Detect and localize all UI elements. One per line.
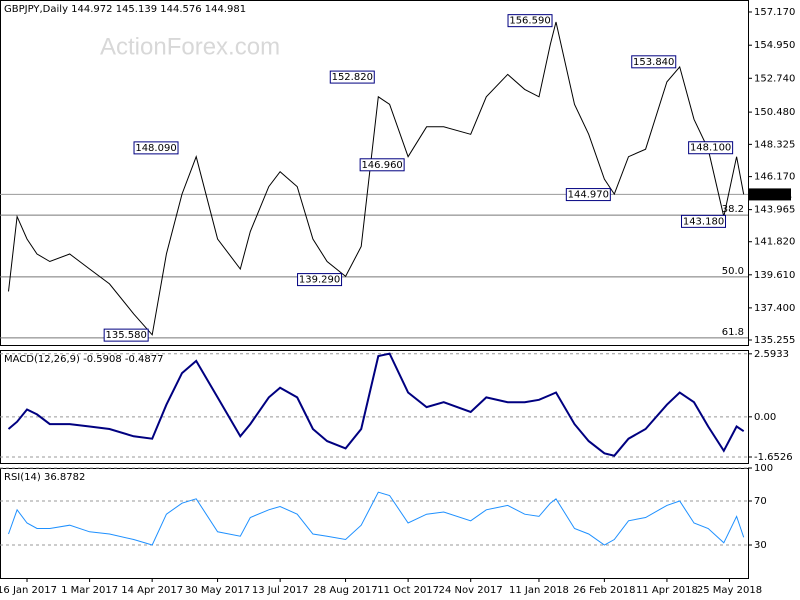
x-tick-label: 25 May 2018 <box>697 585 762 596</box>
annotation-box <box>103 328 149 342</box>
annotation-label: 156.590 <box>509 16 550 27</box>
x-tick-label: 13 Jul 2017 <box>252 585 309 596</box>
panel-title: MACD(12,26,9) -0.5908 -0.4877 <box>4 354 164 365</box>
x-tick-label: 16 Jan 2017 <box>0 585 57 596</box>
annotation-box <box>297 273 343 287</box>
fib-label: 38.2 <box>722 204 744 215</box>
y-tick-label: 157.170 <box>754 7 795 18</box>
annotation-label: 139.290 <box>299 275 340 286</box>
annotation-label: 153.840 <box>633 57 674 68</box>
fib-label: 61.8 <box>722 327 744 338</box>
x-tick-label: 11 Apr 2018 <box>636 585 698 596</box>
fib-label: 50.0 <box>722 266 744 277</box>
current-price-label: 144.981 <box>751 189 792 200</box>
y-tick-label: 148.325 <box>754 139 795 150</box>
y-tick-label: 139.610 <box>754 270 795 281</box>
y-tick-label: 137.400 <box>754 303 795 314</box>
annotation-label: 144.970 <box>568 190 609 201</box>
annotation-label: 152.820 <box>332 72 373 83</box>
y-tick-label: -1.6526 <box>754 452 793 463</box>
x-tick-label: 1 Mar 2017 <box>61 585 118 596</box>
y-tick-label: 154.950 <box>754 40 795 51</box>
series-line <box>8 21 745 336</box>
x-tick-label: 30 May 2017 <box>185 585 250 596</box>
y-tick-label: 2.5933 <box>754 349 789 360</box>
annotation-box <box>329 70 375 84</box>
y-tick-label: 70 <box>754 496 767 507</box>
annotation-box <box>359 158 405 172</box>
y-tick-label: 152.740 <box>754 73 795 84</box>
panel-title: GBPJPY,Daily 144.972 145.139 144.576 144… <box>4 4 246 15</box>
annotation-box <box>631 55 677 69</box>
panel-frame <box>0 350 749 464</box>
annotation-box <box>681 214 727 228</box>
y-tick-label: 30 <box>754 540 767 551</box>
y-tick-label: 0.00 <box>754 412 776 423</box>
x-tick-label: 11 Oct 2017 <box>377 585 439 596</box>
y-tick-label: 150.480 <box>754 107 795 118</box>
annotation-label: 143.180 <box>683 216 724 227</box>
series-line <box>7 352 745 457</box>
annotation-box <box>688 141 734 155</box>
annotation-box <box>507 14 553 28</box>
x-tick-label: 14 Apr 2017 <box>121 585 183 596</box>
annotation-box <box>133 141 179 155</box>
x-tick-label: 24 Nov 2017 <box>439 585 503 596</box>
watermark: ActionForex.com <box>100 33 280 60</box>
series-line <box>8 491 745 546</box>
y-tick-label: 146.170 <box>754 172 795 183</box>
x-tick-label: 28 Aug 2017 <box>314 585 378 596</box>
x-tick-label: 11 Jan 2018 <box>509 585 569 596</box>
current-price-tag <box>749 188 791 201</box>
panel-frame <box>0 0 749 346</box>
annotation-box <box>565 188 611 202</box>
x-tick-label: 26 Feb 2018 <box>573 585 635 596</box>
panel-title: RSI(14) 36.8782 <box>4 472 85 483</box>
y-tick-label: 141.820 <box>754 237 795 248</box>
y-tick-label: 100 <box>754 463 773 474</box>
annotation-label: 148.100 <box>690 143 731 154</box>
y-tick-label: 135.255 <box>754 335 795 346</box>
y-tick-label: 143.965 <box>754 205 795 216</box>
annotation-label: 146.960 <box>361 160 402 171</box>
annotation-label: 148.090 <box>135 143 176 154</box>
annotation-label: 135.580 <box>105 330 146 341</box>
